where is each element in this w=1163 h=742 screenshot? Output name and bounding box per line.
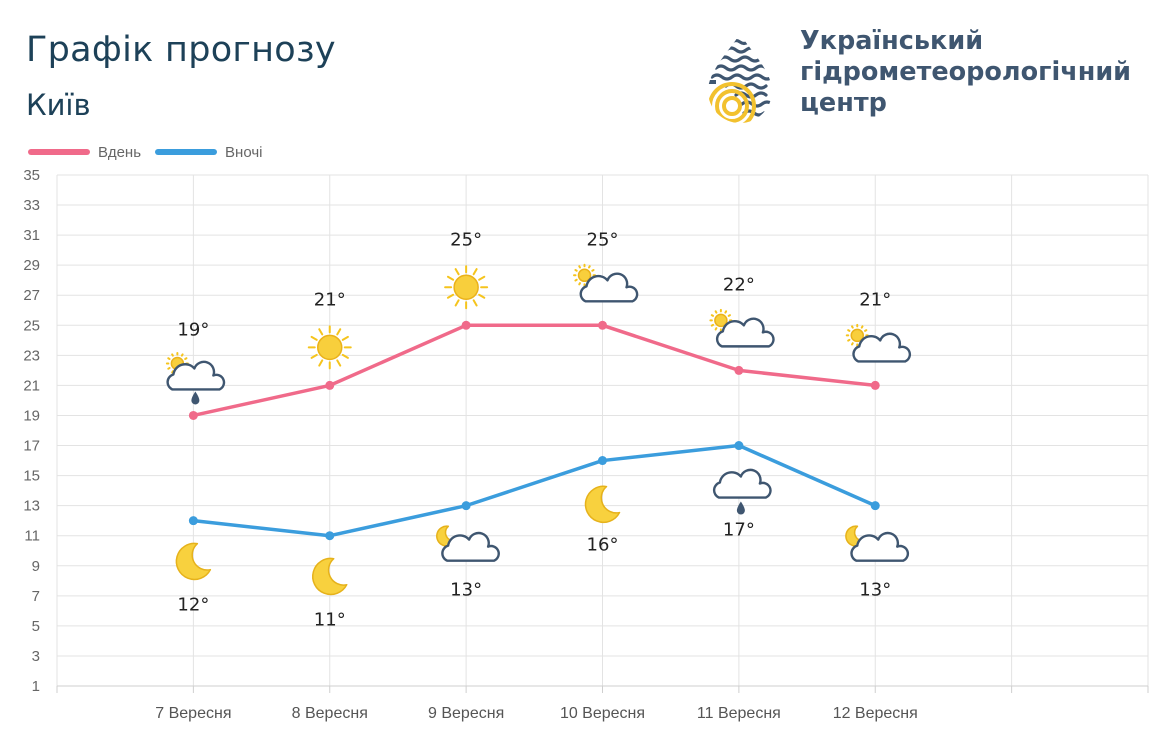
data-point-day bbox=[461, 320, 471, 330]
ugmc-logo bbox=[708, 34, 772, 123]
moon-cloudy-icon bbox=[436, 525, 500, 562]
data-label-day: 21° bbox=[314, 289, 346, 310]
data-label-night: 16° bbox=[587, 535, 619, 556]
data-point-day bbox=[734, 365, 744, 375]
page-title: Графік прогнозу bbox=[26, 30, 336, 70]
partly-cloudy-rain-icon bbox=[165, 351, 226, 405]
y-tick-label: 17 bbox=[23, 438, 40, 455]
y-tick-label: 11 bbox=[24, 528, 40, 545]
y-tick-label: 1 bbox=[32, 678, 40, 695]
data-point-night bbox=[734, 441, 744, 451]
data-label-night: 17° bbox=[723, 520, 755, 541]
x-tick-label: 7 Вересня bbox=[155, 705, 231, 722]
partly-cloudy-icon bbox=[709, 308, 775, 348]
x-tick-label: 11 Вересня bbox=[697, 705, 781, 722]
y-tick-label: 7 bbox=[32, 588, 40, 605]
data-label-night: 12° bbox=[177, 595, 209, 616]
y-tick-label: 31 bbox=[23, 227, 40, 244]
data-point-night bbox=[870, 501, 880, 511]
data-point-day bbox=[325, 380, 335, 390]
y-tick-label: 21 bbox=[23, 377, 40, 394]
legend-swatch-night bbox=[155, 149, 218, 155]
data-point-night bbox=[598, 456, 607, 466]
partly-cloudy-icon bbox=[573, 263, 639, 303]
sun-icon bbox=[307, 325, 352, 370]
y-tick-label: 35 bbox=[23, 167, 40, 184]
data-point-day bbox=[188, 410, 198, 420]
data-label-day: 19° bbox=[177, 319, 209, 340]
y-tick-label: 25 bbox=[23, 317, 40, 334]
data-label-night: 11° bbox=[314, 610, 346, 631]
y-tick-label: 15 bbox=[23, 468, 40, 485]
chart-legend: Вдень Вночі bbox=[28, 142, 276, 162]
moon-icon bbox=[584, 485, 621, 524]
data-point-night bbox=[188, 516, 198, 526]
series-line-night bbox=[193, 443, 876, 538]
y-tick-label: 19 bbox=[23, 407, 40, 424]
series-line-day bbox=[192, 323, 876, 418]
sun-icon bbox=[444, 265, 489, 310]
moon-icon bbox=[312, 557, 348, 596]
data-label-day: 25° bbox=[450, 229, 482, 250]
org-name-line1: Український bbox=[800, 26, 984, 56]
legend-item-day[interactable]: Вдень bbox=[28, 144, 141, 161]
y-tick-label: 5 bbox=[32, 618, 40, 635]
legend-label-day: Вдень bbox=[98, 143, 142, 161]
org-name: Український гідрометеорологічний центр bbox=[800, 26, 1131, 119]
x-tick-label: 9 Вересня bbox=[428, 705, 504, 722]
y-tick-label: 9 bbox=[32, 558, 40, 575]
legend-item-night[interactable]: Вночі bbox=[155, 144, 262, 161]
data-point-day bbox=[870, 380, 880, 390]
org-name-line2: гідрометеорологічний bbox=[800, 57, 1132, 87]
y-tick-label: 3 bbox=[32, 648, 40, 665]
data-label-day: 22° bbox=[723, 274, 755, 295]
city-name: Київ bbox=[26, 88, 91, 122]
data-label-day: 21° bbox=[859, 289, 891, 310]
y-tick-label: 13 bbox=[23, 498, 40, 515]
cloud-rain-icon bbox=[712, 468, 772, 515]
y-tick-label: 23 bbox=[23, 347, 40, 364]
x-tick-label: 8 Вересня bbox=[292, 705, 368, 722]
partly-cloudy-icon bbox=[845, 323, 912, 363]
org-name-line3: центр bbox=[800, 88, 887, 118]
moon-icon bbox=[175, 542, 212, 581]
legend-label-night: Вночі bbox=[225, 143, 263, 161]
data-point-day bbox=[598, 320, 607, 330]
legend-swatch-day bbox=[28, 149, 90, 155]
data-point-night bbox=[461, 501, 471, 511]
data-label-day: 25° bbox=[587, 229, 619, 250]
x-tick-label: 12 Вересня bbox=[833, 705, 918, 722]
y-tick-label: 33 bbox=[23, 197, 40, 214]
data-label-night: 13° bbox=[859, 580, 891, 601]
moon-cloudy-icon bbox=[845, 525, 910, 562]
data-point-night bbox=[325, 531, 335, 541]
y-tick-label: 29 bbox=[23, 257, 40, 274]
y-tick-label: 27 bbox=[23, 287, 40, 304]
data-label-night: 13° bbox=[450, 580, 482, 601]
x-tick-label: 10 Вересня bbox=[560, 705, 645, 722]
